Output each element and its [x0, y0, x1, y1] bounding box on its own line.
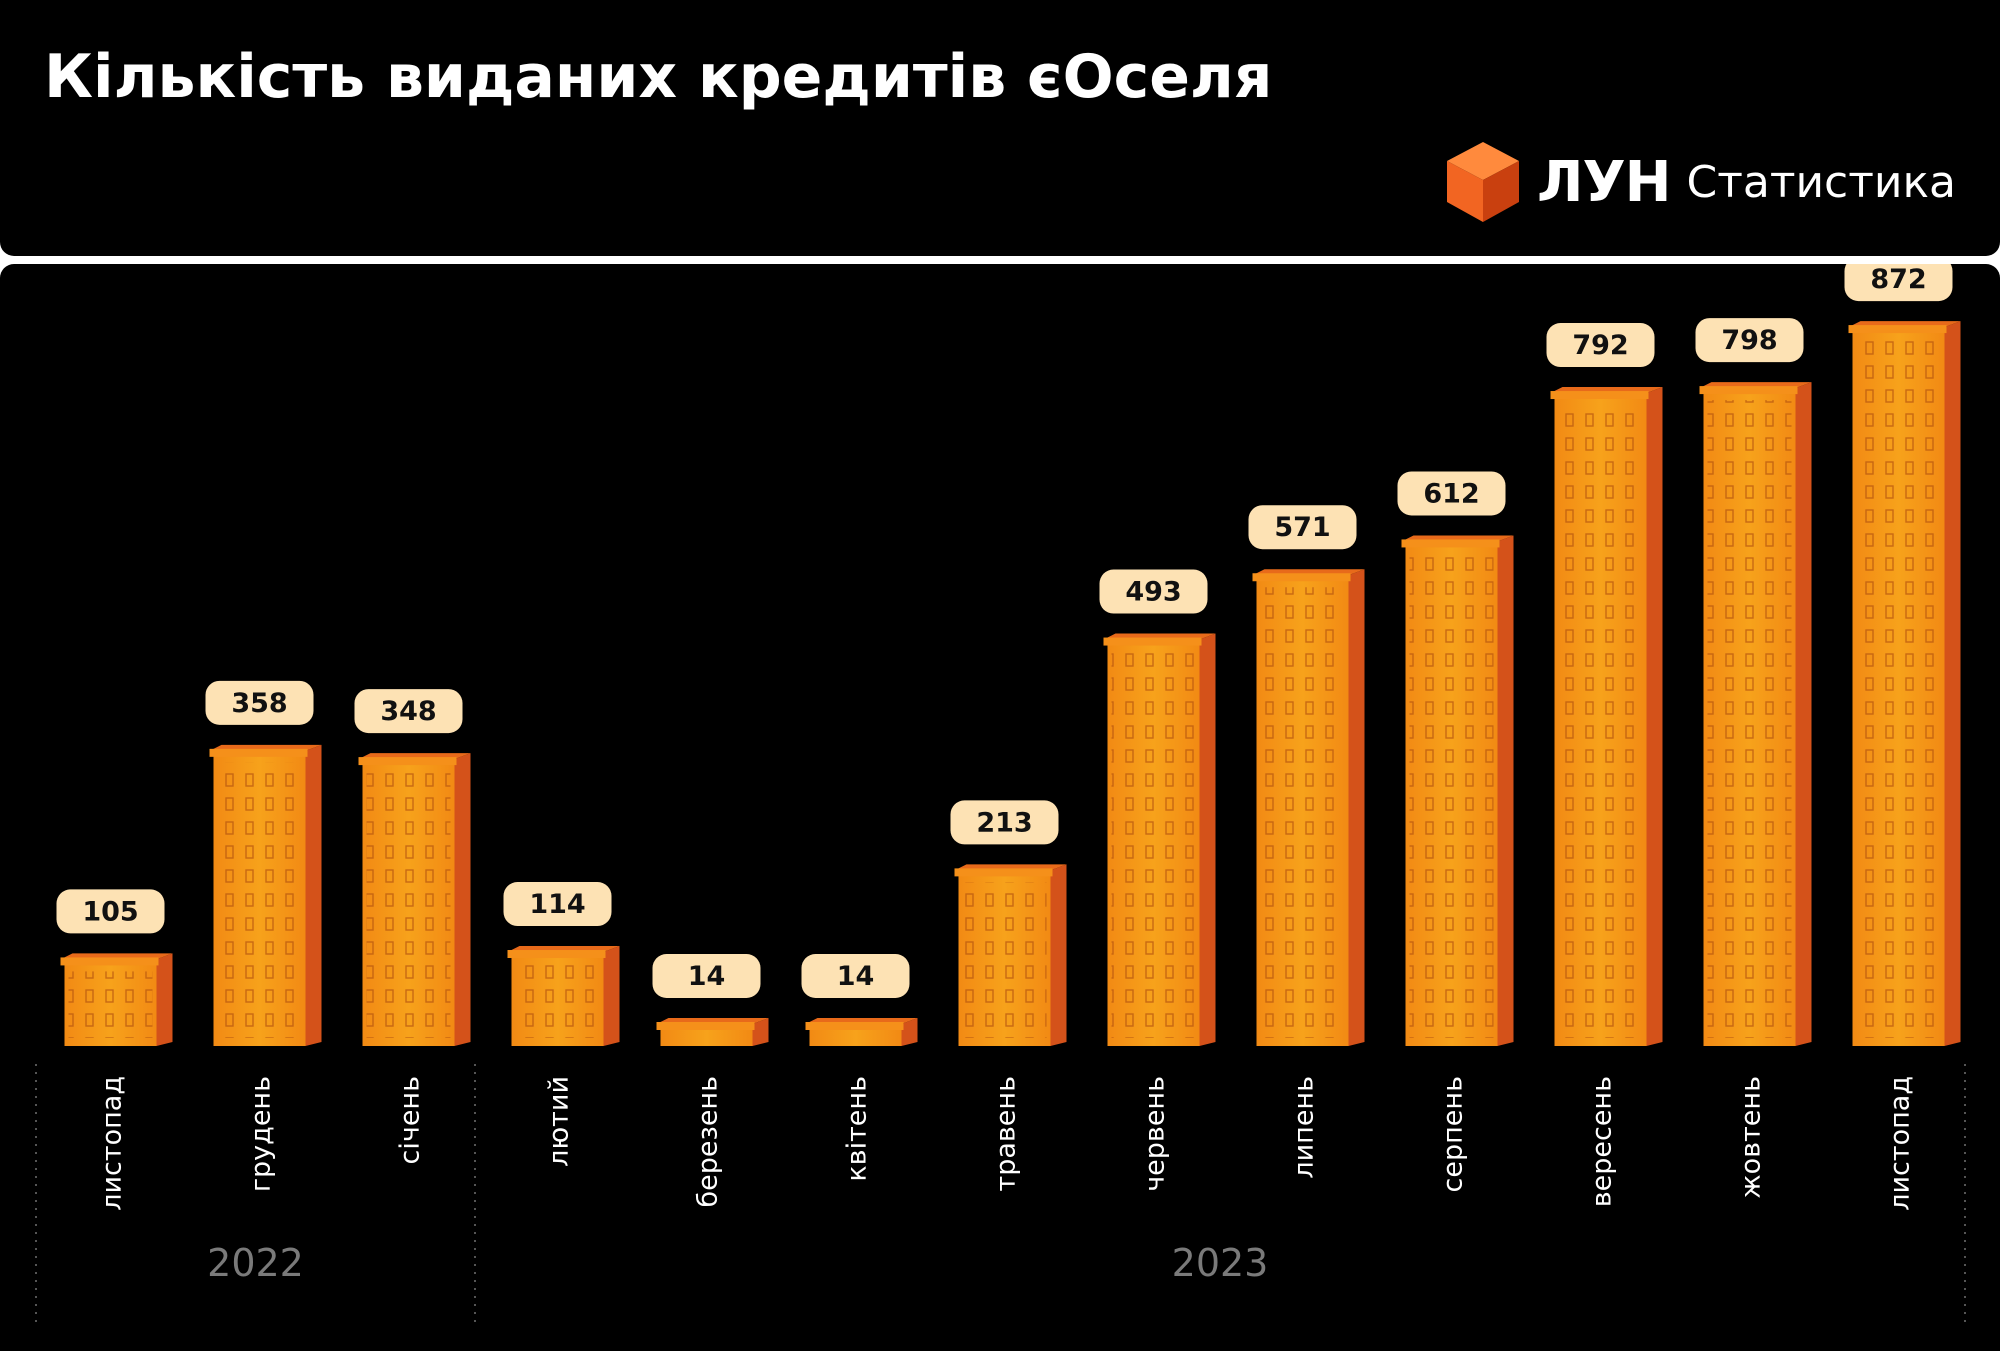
value-label: 571: [1274, 512, 1330, 543]
year-label: 2022: [207, 1241, 304, 1285]
bar-side: [156, 953, 173, 1046]
value-label: 872: [1870, 264, 1926, 295]
chart-panel: 105 листопад 358 грудень 348 січень 114 лютий 14…: [0, 264, 2000, 1351]
category-label: жовтень: [1736, 1076, 1767, 1199]
bar-side: [901, 1018, 918, 1046]
bar-side: [752, 1018, 769, 1046]
bar-windows: [1409, 553, 1494, 1038]
category-label: червень: [1140, 1076, 1171, 1192]
value-label-bg: [205, 680, 314, 725]
bar-side: [603, 946, 620, 1046]
chart-title: Кількість виданих кредитів єОселя: [44, 42, 1273, 112]
bar-side: [1646, 387, 1663, 1046]
bar-cornice: [1550, 391, 1649, 400]
value-label: 348: [380, 696, 436, 727]
bar-side: [1497, 535, 1514, 1046]
value-label-bg: [652, 954, 761, 998]
bar-cornice: [1252, 573, 1351, 582]
value-label-bg: [1099, 569, 1208, 614]
value-label: 213: [976, 807, 1032, 838]
bar-cornice: [358, 757, 457, 766]
bar-windows: [1111, 651, 1196, 1038]
logo: ЛУН Статистика: [1445, 140, 1956, 224]
logo-brand: ЛУН: [1536, 149, 1672, 215]
value-label-bg: [1844, 264, 1953, 302]
category-label: січень: [395, 1076, 426, 1164]
category-label: березень: [693, 1076, 724, 1208]
category-label: травень: [991, 1076, 1022, 1192]
bar-side: [1348, 569, 1365, 1046]
value-label-bg: [503, 882, 612, 927]
bar-cornice: [805, 1022, 904, 1030]
bar-cornice: [656, 1022, 755, 1030]
category-label: листопад: [1885, 1076, 1916, 1211]
value-label-bg: [950, 800, 1059, 845]
category-label: квітень: [842, 1076, 873, 1182]
value-label: 14: [837, 961, 875, 992]
value-label-bg: [1546, 323, 1655, 368]
bar-chart: 105 листопад 358 грудень 348 січень 114 лютий 14…: [35, 264, 1966, 1324]
bar-windows: [217, 762, 302, 1038]
bar-side: [1944, 321, 1961, 1046]
category-label: вересень: [1587, 1076, 1618, 1207]
value-label: 105: [82, 896, 138, 927]
bar-side: [305, 744, 322, 1046]
category-label: серпень: [1438, 1076, 1469, 1192]
bar-windows: [962, 882, 1047, 1038]
category-label: лютий: [544, 1076, 575, 1167]
bar-side: [1199, 633, 1216, 1046]
bar-cornice: [1103, 637, 1202, 646]
bar-windows: [1260, 587, 1345, 1038]
value-label-bg: [801, 954, 910, 998]
bar-windows: [68, 971, 153, 1038]
value-label-bg: [56, 889, 165, 934]
value-label-bg: [354, 689, 463, 734]
value-label: 493: [1125, 577, 1181, 608]
bar-side: [454, 753, 471, 1046]
value-label: 14: [688, 961, 726, 992]
bar-windows: [1558, 405, 1643, 1038]
bar-windows: [1707, 400, 1792, 1038]
logo-cube-icon: [1446, 142, 1519, 222]
value-label: 358: [231, 688, 287, 719]
bar-cornice: [209, 748, 308, 757]
bar-cornice: [1699, 386, 1798, 395]
bar-cornice: [954, 868, 1053, 877]
bar-cornice: [507, 950, 606, 959]
bar-side: [1050, 864, 1067, 1046]
logo-subtitle: Статистика: [1686, 156, 1957, 208]
category-label: листопад: [97, 1076, 128, 1211]
value-label-bg: [1695, 318, 1804, 363]
bar-side: [1795, 382, 1812, 1046]
value-label-bg: [1397, 471, 1506, 516]
value-label: 798: [1721, 325, 1777, 356]
bar-windows: [515, 964, 600, 1038]
bar-cornice: [1401, 539, 1500, 548]
value-label: 792: [1572, 330, 1628, 361]
value-label: 114: [529, 889, 585, 920]
header: Кількість виданих кредитів єОселя ЛУН Ст…: [0, 0, 2000, 256]
category-label: липень: [1289, 1076, 1320, 1179]
bar-windows: [1856, 339, 1941, 1038]
value-label-bg: [1248, 505, 1357, 550]
category-label: грудень: [246, 1076, 277, 1192]
value-label: 612: [1423, 478, 1479, 509]
year-label: 2023: [1172, 1241, 1269, 1285]
bar-windows: [366, 771, 451, 1038]
bar-cornice: [60, 957, 159, 966]
bar-cornice: [1848, 325, 1947, 334]
